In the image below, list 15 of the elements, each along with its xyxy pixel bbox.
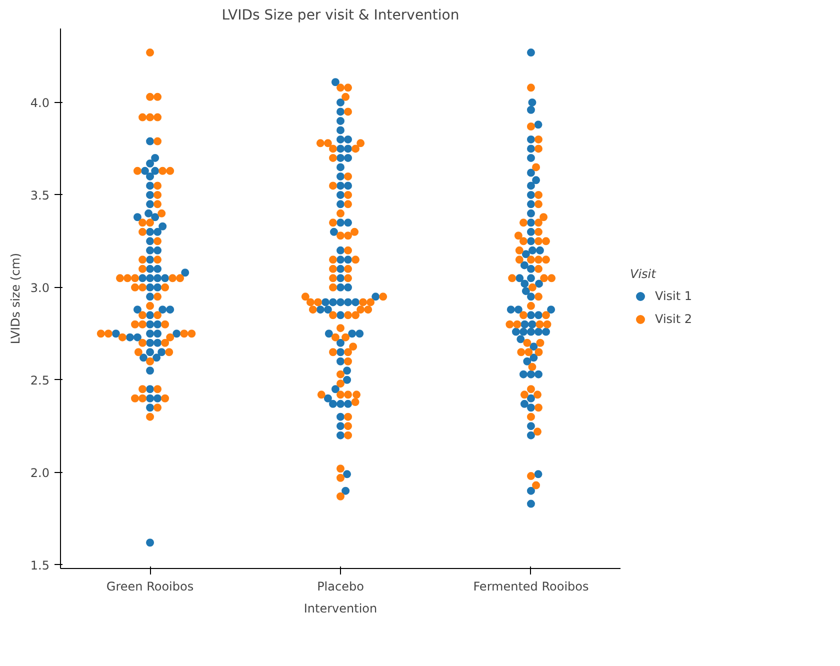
y-tick-label: 2.5 (30, 373, 50, 388)
legend-label: Visit 2 (655, 312, 692, 326)
x-tick-label: Placebo (317, 580, 364, 594)
y-tick-label: 4.0 (30, 96, 50, 110)
x-tick-label: Fermented Rooibos (473, 580, 589, 594)
x-axis-title: Intervention (304, 602, 378, 616)
y-tick-label: 2.0 (30, 466, 50, 480)
y-tick-label: 1.5 (30, 558, 50, 572)
x-tick-label: Green Rooibos (106, 580, 194, 594)
y-tick-label: 3.0 (30, 280, 50, 295)
chart-title: LVIDs Size per visit & Intervention (222, 8, 460, 24)
y-axis-title: LVIDs size (cm) (8, 252, 22, 344)
legend-title: Visit (630, 267, 658, 281)
legend-label: Visit 1 (655, 289, 692, 303)
y-tick-label: 3.5 (30, 188, 50, 202)
